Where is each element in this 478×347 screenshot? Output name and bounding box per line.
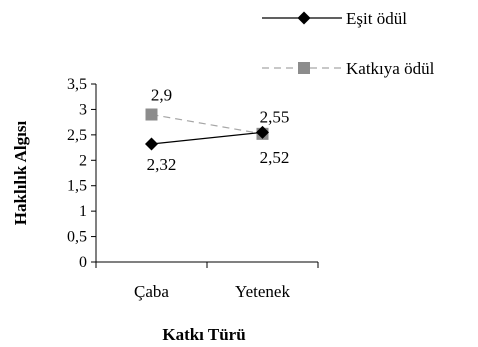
series-marker-diamond [145, 137, 158, 151]
x-axis-ticks: Çaba Yetenek [95, 262, 319, 301]
y-tick-label: 2 [79, 152, 87, 169]
y-tick-label: 0,5 [67, 229, 87, 246]
x-tick-label: Yetenek [235, 282, 290, 301]
y-tick-label: 3 [79, 101, 87, 118]
series-line [151, 131, 263, 145]
data-label: 2,55 [260, 107, 290, 126]
legend-label: Eşit ödül [346, 9, 407, 28]
data-label: 2,9 [151, 86, 172, 105]
y-tick-label: 0 [79, 254, 87, 271]
legend-label: Katkıya ödül [346, 59, 435, 78]
y-axis-ticks: 0 0,5 1 1,5 2 2,5 3 3,5 [67, 76, 96, 271]
series-marker-diamond [256, 125, 269, 139]
x-tick-label: Çaba [134, 282, 169, 301]
legend-marker-diamond [297, 11, 311, 25]
y-tick-label: 1 [79, 203, 87, 220]
legend: Eşit ödül Katkıya ödül [262, 9, 435, 78]
y-tick-label: 2,5 [67, 127, 87, 144]
y-tick-label: 3,5 [67, 76, 87, 93]
series-marker-square [145, 108, 158, 121]
series-layer: 2,32 2,55 2,9 2,52 [145, 86, 289, 174]
data-label: 2,32 [147, 155, 177, 174]
series-line [151, 113, 263, 135]
y-axis-title: Haklılık Algısı [11, 121, 30, 226]
y-tick-label: 1,5 [67, 178, 87, 195]
x-axis-title: Katkı Türü [162, 325, 245, 344]
legend-marker-square [298, 62, 310, 74]
data-label: 2,52 [260, 148, 290, 167]
